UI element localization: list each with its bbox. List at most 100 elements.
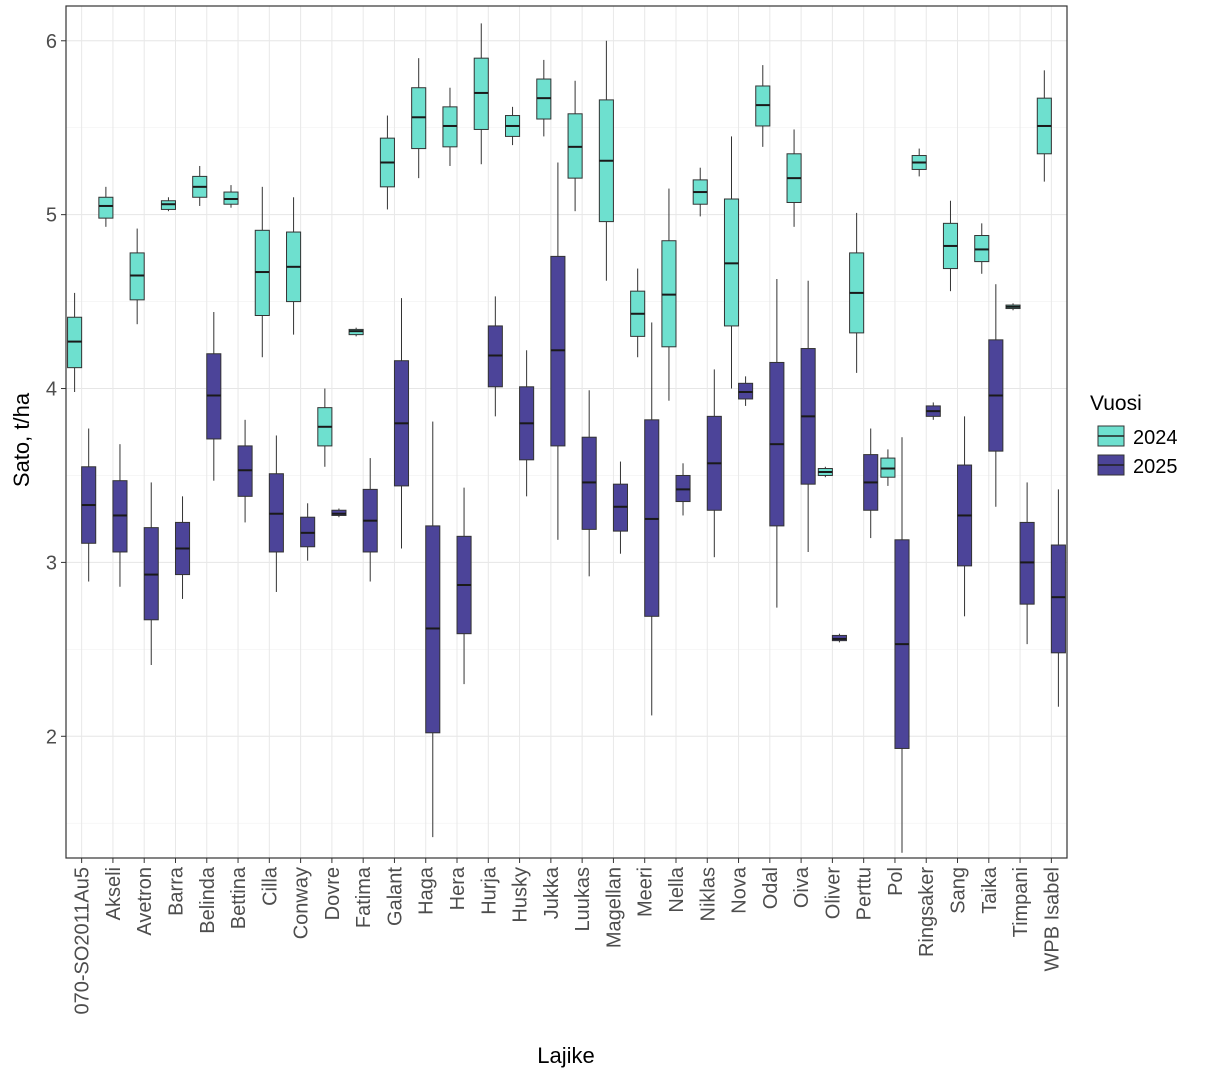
x-tick-label: Sang (948, 867, 970, 914)
x-axis: 070-SO2011Au5 Akseli Avetron Barra Belinda Be… (72, 858, 1063, 1015)
box-bettina-2025 (237, 419, 253, 523)
box-meeri-2024 (630, 268, 646, 358)
box-akseli-2024 (98, 186, 114, 227)
box-avetron-2025 (143, 482, 159, 665)
x-tick-label: Akseli (103, 867, 125, 920)
x-tick-label: Avetron (134, 867, 156, 936)
x-tick-label: Nella (666, 866, 688, 912)
box-perttu-2024 (849, 212, 865, 373)
box-wpb-isabel-2024 (1036, 70, 1052, 182)
box-luukas-2024 (567, 80, 583, 212)
box-cilla-2024 (254, 186, 270, 358)
box-jukka-2024 (536, 59, 552, 137)
box-barra-2025 (174, 496, 191, 599)
x-tick-label: Hurja (478, 866, 500, 915)
x-tick-label: Galant (384, 867, 406, 926)
box-jukka-2025 (550, 162, 566, 540)
box-perttu-2025 (863, 428, 879, 539)
box-oliver-2025 (831, 633, 847, 643)
x-tick-label: Ringsaker (916, 867, 938, 957)
x-axis-title: Lajike (537, 1043, 594, 1068)
y-tick-label: 2 (46, 726, 57, 748)
y-axis: 2 3 4 5 6 (46, 31, 66, 748)
box-hurja-2024 (473, 23, 489, 165)
box-oiva-2024 (786, 129, 802, 227)
box-barra-2024 (160, 197, 176, 212)
grid-lines (66, 6, 1067, 858)
box-belinda-2024 (192, 165, 208, 206)
x-tick-label: Fatima (353, 866, 375, 928)
x-tick-label: Taika (979, 866, 1001, 914)
box-husky-2024 (505, 106, 521, 146)
x-tick-label: Odal (760, 867, 782, 909)
x-tick-label: Conway (291, 867, 313, 939)
box-akseli-2025 (112, 444, 128, 587)
box-ringsaker-2024 (911, 148, 927, 177)
x-tick-label: WPB Isabel (1041, 867, 1063, 971)
x-tick-label: Cilla (259, 866, 281, 906)
y-tick-label: 3 (46, 552, 57, 574)
box-sang-2025 (957, 416, 973, 617)
box-oliver-2024 (817, 466, 833, 478)
x-tick-label: Nova (729, 866, 751, 914)
box-nova-2024 (723, 136, 740, 389)
legend: Vuosi 2024 2025 (1090, 392, 1178, 478)
legend-title: Vuosi (1090, 392, 1142, 415)
box-conway-2024 (286, 197, 302, 335)
box-timpani-2024 (1005, 303, 1021, 311)
legend-label-2025: 2025 (1133, 456, 1178, 478)
x-tick-label: Belinda (197, 866, 219, 934)
box-pol-2025 (894, 437, 910, 853)
x-tick-label: Pol (885, 867, 907, 896)
box-belinda-2025 (206, 312, 222, 481)
box-cilla-2025 (268, 435, 284, 592)
x-tick-label: Bettina (228, 866, 250, 929)
box-galant-2025 (393, 298, 410, 549)
box-hurja-2025 (487, 296, 503, 417)
x-tick-label: Meeri (635, 867, 657, 917)
x-tick-label: Hera (447, 866, 469, 910)
box-dovre-2025 (331, 508, 347, 518)
box-070-so2011au5-2025 (81, 428, 97, 582)
box-haga-2024 (411, 58, 427, 179)
x-tick-label: 070-SO2011Au5 (72, 867, 94, 1015)
box-nella-2025 (675, 463, 691, 516)
box-nova-2025 (738, 376, 754, 406)
box-pol-2024 (880, 449, 896, 486)
x-tick-label: Haga (416, 866, 438, 915)
box-magellan-2025 (612, 461, 628, 554)
x-tick-label: Magellan (603, 867, 625, 948)
box-fatima-2025 (362, 458, 378, 582)
box-ringsaker-2025 (925, 402, 941, 420)
box-meeri-2025 (644, 322, 660, 716)
box-magellan-2024 (598, 40, 614, 281)
box-niklas-2025 (706, 369, 722, 558)
box-iqr (1050, 544, 1066, 654)
box-luukas-2025 (581, 390, 597, 577)
box-taika-2024 (974, 223, 990, 274)
legend-entry-2025: 2025 (1097, 454, 1178, 478)
box-bettina-2024 (223, 185, 239, 208)
x-tick-label: Niklas (697, 867, 719, 921)
box-070-so2011au5-2024 (67, 292, 83, 393)
box-odal-2024 (755, 65, 771, 147)
box-fatima-2024 (348, 327, 364, 337)
x-tick-label: Perttu (854, 867, 876, 920)
box-haga-2025 (425, 421, 441, 838)
box-hera-2025 (456, 487, 472, 685)
box-niklas-2024 (692, 167, 708, 217)
y-axis-title: Sato, t/ha (9, 392, 34, 487)
box-galant-2024 (379, 115, 395, 210)
x-tick-label: Jukka (541, 866, 563, 919)
y-tick-label: 5 (46, 205, 57, 227)
x-tick-label: Husky (510, 867, 532, 923)
box-dovre-2024 (317, 388, 333, 467)
x-tick-label: Barra (165, 866, 187, 916)
plot-panel-border (65, 5, 1068, 859)
box-conway-2025 (300, 503, 316, 561)
box-avetron-2024 (129, 228, 145, 325)
y-tick-label: 6 (46, 31, 57, 53)
x-tick-label: Luukas (572, 867, 594, 932)
box-husky-2025 (519, 350, 535, 497)
